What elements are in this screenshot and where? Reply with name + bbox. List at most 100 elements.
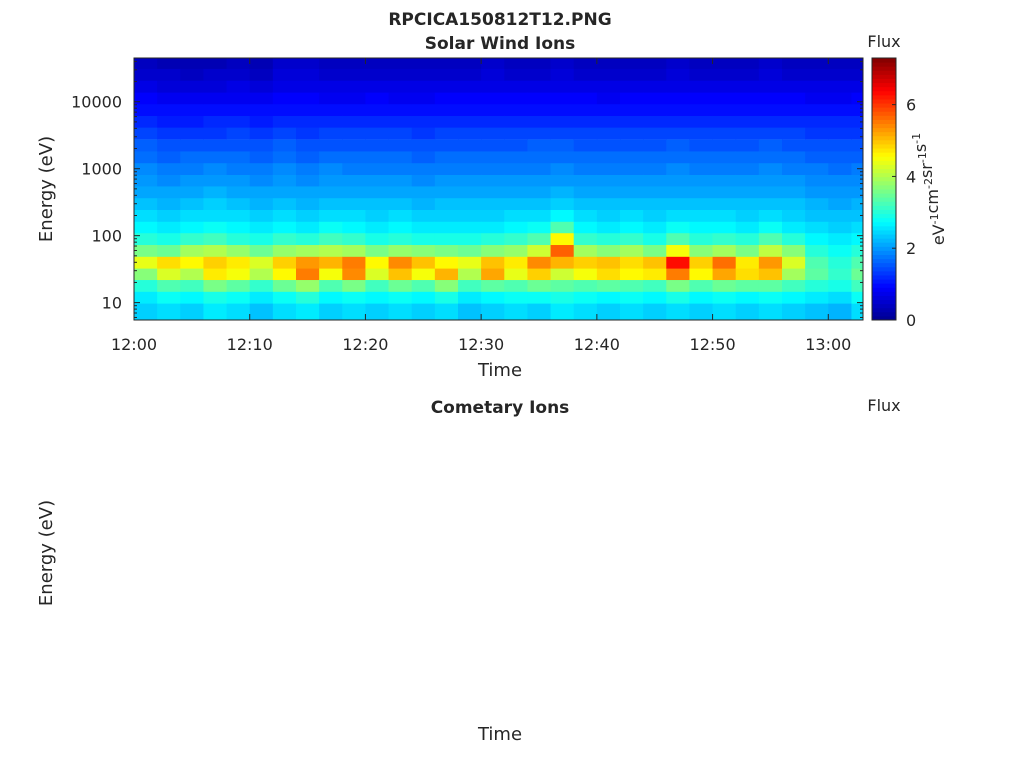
heatmap-cell <box>296 151 320 164</box>
heatmap-cell <box>712 267 737 281</box>
heatmap-cell <box>481 162 505 175</box>
heatmap-cell <box>203 279 227 292</box>
heatmap-cell <box>365 303 389 321</box>
heatmap-cell <box>365 267 389 281</box>
heatmap-cell <box>157 232 181 246</box>
heatmap-cell <box>504 279 528 292</box>
heatmap-cell <box>157 244 181 257</box>
heatmap-cell <box>434 232 459 246</box>
colorbar-segment <box>872 242 896 247</box>
heatmap-cell <box>458 162 482 175</box>
heatmap-cell <box>573 267 598 281</box>
heatmap-cell <box>134 139 158 152</box>
heatmap-cell <box>226 92 251 105</box>
heatmap-cell <box>411 303 436 321</box>
heatmap-cell <box>573 303 598 321</box>
heatmap-cell <box>458 80 482 93</box>
heatmap-cell <box>319 174 343 187</box>
heatmap-cell <box>434 151 459 164</box>
heatmap-cell <box>134 162 158 175</box>
heatmap-cell <box>458 267 482 281</box>
heatmap-cell <box>134 80 158 93</box>
heatmap-cell <box>643 291 667 304</box>
heatmap-cell <box>388 151 413 164</box>
colorbar-title: Flux <box>867 32 900 51</box>
heatmap-cell <box>735 291 760 304</box>
heatmap-cell <box>851 291 864 304</box>
heatmap-cell <box>643 139 667 152</box>
heatmap-cell <box>272 162 297 175</box>
heatmap-cell <box>226 303 251 321</box>
heatmap-cell <box>666 80 690 93</box>
heatmap-cell <box>851 139 864 152</box>
heatmap-cell <box>805 244 829 257</box>
heatmap-cell <box>828 279 852 292</box>
heatmap-cell <box>203 151 227 164</box>
heatmap-cell <box>666 162 690 175</box>
heatmap-cell <box>735 232 760 246</box>
heatmap-cell <box>782 174 806 187</box>
heatmap-cell <box>434 279 459 292</box>
heatmap-cell <box>249 267 274 281</box>
heatmap-cell <box>203 174 227 187</box>
heatmap-cell <box>596 197 621 210</box>
heatmap-cell <box>689 291 713 304</box>
heatmap-cell <box>180 209 204 222</box>
heatmap-cell <box>504 221 528 234</box>
heatmap-cell <box>388 232 413 246</box>
heatmap-cell <box>481 209 505 222</box>
heatmap-cell <box>296 115 320 128</box>
heatmap-cell <box>226 291 251 304</box>
heatmap-cell <box>481 80 505 93</box>
heatmap-cell <box>411 232 436 246</box>
panel-title: Solar Wind Ions <box>425 34 576 54</box>
heatmap-cell <box>180 58 204 69</box>
heatmap-cell <box>180 186 204 199</box>
heatmap-cell <box>712 232 737 246</box>
colorbar-segment <box>872 205 896 210</box>
heatmap-cell <box>272 303 297 321</box>
colorbar-segment <box>872 164 896 170</box>
heatmap-cell <box>666 127 690 140</box>
colorbar-segment <box>872 184 896 190</box>
heatmap-cell <box>180 232 204 246</box>
heatmap-cell <box>157 267 181 281</box>
heatmap-cell <box>527 279 551 292</box>
colorbar-segment <box>872 299 896 305</box>
heatmap-cell <box>134 115 158 128</box>
heatmap-cell <box>504 103 528 117</box>
heatmap-cell <box>596 221 621 234</box>
heatmap-cell <box>388 267 413 281</box>
heatmap-cell <box>596 92 621 105</box>
heatmap-cell <box>666 197 690 210</box>
heatmap-cell <box>550 197 575 210</box>
heatmap-cell <box>666 279 690 292</box>
heatmap-cell <box>434 174 459 187</box>
heatmap-cell <box>319 103 343 117</box>
heatmap-cell <box>458 68 482 81</box>
heatmap-cell <box>712 80 737 93</box>
heatmap-cell <box>388 303 413 321</box>
heatmap-cell <box>481 139 505 152</box>
colorbar-segment <box>872 225 896 231</box>
heatmap-cell <box>758 174 783 187</box>
heatmap-cell <box>851 103 864 117</box>
heatmap-cell <box>203 115 227 128</box>
heatmap-cell <box>851 221 864 234</box>
x-tick-label: 12:40 <box>574 335 620 354</box>
heatmap-cell <box>758 186 783 199</box>
heatmap-cell <box>319 115 343 128</box>
heatmap-cell <box>134 174 158 187</box>
heatmap-cell <box>596 103 621 117</box>
heatmap-cell <box>388 127 413 140</box>
heatmap-cell <box>782 103 806 117</box>
heatmap-cell <box>782 221 806 234</box>
heatmap-cell <box>735 221 760 234</box>
heatmap-cell <box>342 197 366 210</box>
heatmap-cell <box>134 92 158 105</box>
heatmap-cell <box>319 291 343 304</box>
figure-title: RPCICA150812T12.PNG <box>388 10 611 30</box>
heatmap-cell <box>411 68 436 81</box>
heatmap-cell <box>203 291 227 304</box>
heatmap-cell <box>666 244 690 257</box>
